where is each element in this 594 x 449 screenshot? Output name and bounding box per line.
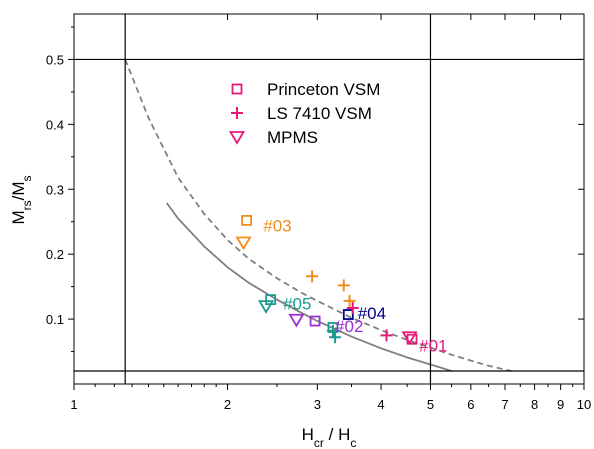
y-axis-title-mid: /M	[9, 181, 28, 200]
data-point-triangle-down	[257, 300, 275, 314]
legend-label: MPMS	[267, 128, 318, 147]
sample-label: #04	[358, 304, 386, 323]
x-tick-label: 4	[377, 397, 384, 412]
data-point-triangle-down	[288, 313, 305, 328]
fit-curves	[124, 59, 512, 372]
y-axis-title-sub2: s	[20, 175, 34, 181]
data-point-square	[309, 315, 321, 327]
data-point-plus	[343, 294, 356, 307]
x-axis: 1 2 3 4 5 6 7 8 9 10	[70, 14, 591, 412]
data-point-plus	[329, 331, 342, 344]
y-axis: 0.1 0.2 0.3 0.4 0.5	[46, 26, 584, 353]
x-tick-label: 1	[70, 397, 77, 412]
plot-frame	[73, 13, 585, 385]
x-tick-label: 7	[501, 397, 508, 412]
x-axis-title: Hcr / Hc	[302, 425, 357, 449]
data-point-triangle-down	[235, 236, 252, 251]
x-axis-title-sub1: cr	[314, 436, 324, 449]
x-axis-title-mid: / H	[324, 425, 350, 444]
legend-label: LS 7410 VSM	[267, 104, 372, 123]
y-tick-label: 0.5	[46, 52, 64, 67]
y-tick-label: 0.3	[46, 182, 64, 197]
sample-label: #03	[263, 216, 291, 235]
x-axis-title-main: H	[302, 425, 314, 444]
data-markers	[235, 215, 418, 346]
legend-marker-plus	[231, 107, 243, 119]
x-tick-label: 9	[557, 397, 564, 412]
y-tick-label: 0.4	[46, 117, 64, 132]
data-point-square	[241, 215, 253, 226]
data-point-triangle-down	[401, 331, 418, 346]
data-point-plus	[380, 329, 393, 342]
sample-labels: #01 #02 #03 #04 #05	[263, 216, 447, 355]
legend-label: Princeton VSM	[267, 80, 380, 99]
data-point-square	[327, 322, 339, 333]
data-point-plus	[306, 270, 319, 283]
y-tick-label: 0.2	[46, 247, 64, 262]
solid-curve	[165, 202, 452, 372]
data-point-plus	[346, 302, 359, 315]
y-axis-title: Mrs/Ms	[9, 175, 34, 224]
sample-label: #02	[335, 317, 363, 336]
x-axis-title-sub2: c	[350, 436, 356, 449]
legend-marker-square	[231, 83, 243, 95]
y-axis-title-main: M	[9, 210, 28, 224]
legend-marker-triangle-down	[228, 131, 246, 145]
x-tick-label: 6	[467, 397, 474, 412]
x-tick-label: 8	[531, 397, 538, 412]
sample-label: #01	[419, 337, 447, 356]
reference-lines	[74, 14, 584, 384]
data-point-plus	[337, 279, 350, 292]
legend: Princeton VSM LS 7410 VSM MPMS	[228, 80, 380, 147]
y-tick-label: 0.1	[46, 312, 64, 327]
y-axis-title-sub1: rs	[20, 200, 34, 210]
data-point-square	[342, 309, 354, 320]
x-tick-label: 3	[314, 397, 321, 412]
sample-label: #05	[283, 294, 311, 313]
x-tick-label: 5	[427, 397, 434, 412]
x-tick-label: 10	[577, 397, 591, 412]
x-tick-label: 2	[224, 397, 231, 412]
